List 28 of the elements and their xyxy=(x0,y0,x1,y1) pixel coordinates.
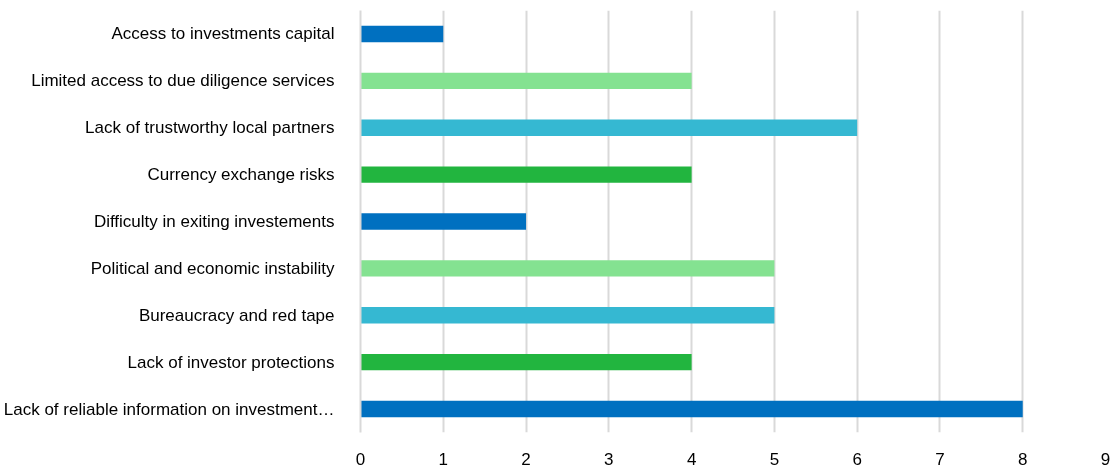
y-tick-label: Access to investments capital xyxy=(111,24,335,44)
x-tick-label: 1 xyxy=(438,449,449,467)
x-tick-label: 4 xyxy=(686,449,697,467)
x-tick-label: 5 xyxy=(769,449,780,467)
x-tick-label: 7 xyxy=(935,449,945,467)
x-tick-label: 3 xyxy=(604,449,614,467)
bar xyxy=(360,400,1023,418)
y-tick-label: Lack of trustworthy local partners xyxy=(85,118,335,138)
bar xyxy=(360,166,692,183)
bar xyxy=(360,213,527,230)
y-tick-label: Bureaucracy and red tape xyxy=(138,305,335,325)
x-tick-label: 0 xyxy=(355,449,366,467)
y-tick-label: Lack of reliable information on investment… xyxy=(3,399,335,419)
y-tick-label: Limited access to due diligence services xyxy=(31,71,335,91)
x-tick-label: 2 xyxy=(521,449,531,467)
bar xyxy=(360,353,692,371)
x-tick-label: 9 xyxy=(1100,449,1111,467)
bar xyxy=(360,25,444,43)
y-tick-label: Political and economic instability xyxy=(90,258,335,278)
y-tick-label: Currency exchange risks xyxy=(147,165,335,185)
x-tick-label: 8 xyxy=(1017,449,1028,467)
x-tick-label: 6 xyxy=(852,449,862,467)
bar xyxy=(360,260,775,277)
bar xyxy=(360,307,775,324)
bar xyxy=(360,119,858,136)
y-tick-label: Lack of investor protections xyxy=(127,352,335,372)
y-tick-label: Difficulty in exiting investements xyxy=(93,212,335,231)
bar xyxy=(360,72,692,90)
